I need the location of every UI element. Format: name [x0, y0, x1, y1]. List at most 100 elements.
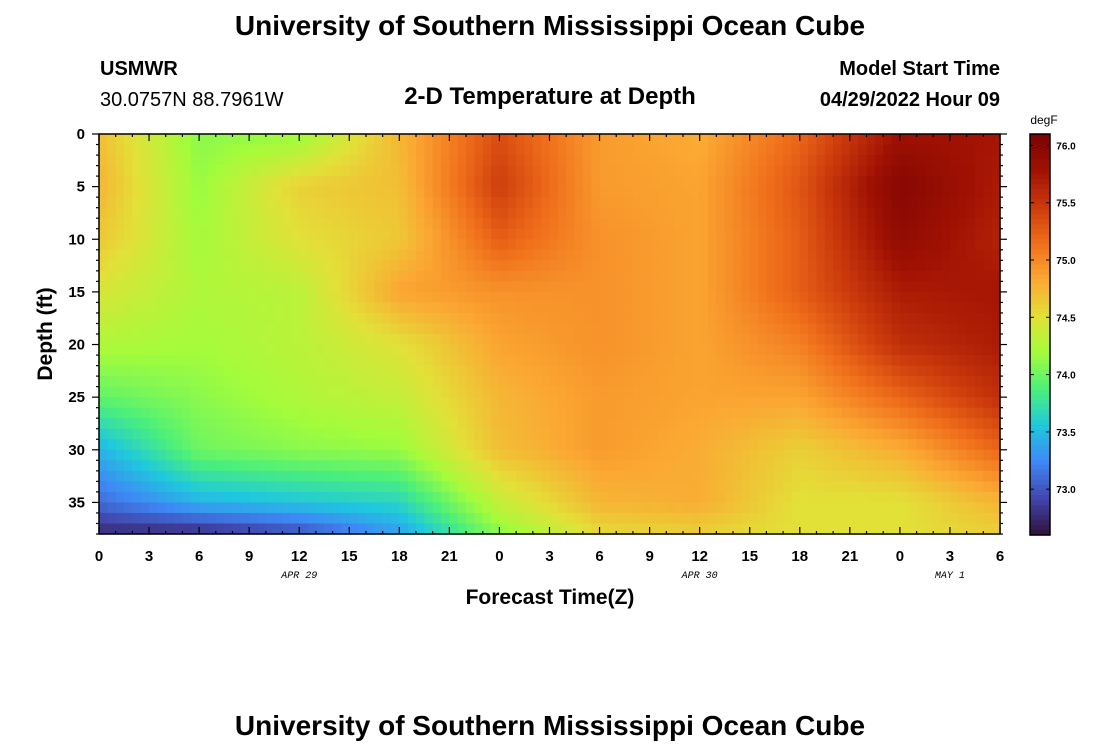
- heatmap-cell: [190, 418, 200, 430]
- heatmap-cell: [733, 428, 742, 440]
- colorbar-tick-label: 73.0: [1056, 485, 1076, 496]
- heatmap-cell: [107, 144, 117, 156]
- heatmap-cell: [649, 428, 659, 440]
- heatmap-cell: [858, 270, 868, 282]
- heatmap-cell: [541, 165, 551, 177]
- heatmap-cell: [132, 365, 142, 377]
- heatmap-cell: [891, 312, 901, 325]
- heatmap-cell: [124, 344, 133, 356]
- heatmap-cell: [716, 439, 726, 451]
- heatmap-cell: [315, 428, 325, 440]
- heatmap-cell: [140, 491, 150, 504]
- heatmap-cell: [382, 355, 392, 367]
- heatmap-cell: [532, 344, 542, 356]
- heatmap-cell: [557, 228, 567, 240]
- heatmap-cell: [874, 418, 884, 430]
- heatmap-cell: [791, 218, 801, 230]
- heatmap-cell: [616, 386, 626, 398]
- heatmap-cell: [574, 397, 584, 409]
- heatmap-cell: [749, 491, 759, 504]
- heatmap-cell: [708, 502, 717, 514]
- heatmap-cell: [874, 228, 884, 240]
- heatmap-cell: [799, 260, 809, 272]
- heatmap-cell: [891, 218, 901, 230]
- heatmap-cell: [607, 418, 617, 430]
- heatmap-cell: [407, 523, 417, 535]
- heatmap-cell: [332, 165, 342, 177]
- heatmap-cell: [724, 491, 734, 504]
- heatmap-cell: [833, 407, 843, 419]
- heatmap-cell: [866, 186, 876, 198]
- heatmap-cell: [983, 439, 993, 451]
- heatmap-cell: [382, 397, 392, 409]
- heatmap-cell: [916, 134, 926, 146]
- heatmap-cell: [215, 186, 225, 198]
- heatmap-cell: [124, 439, 133, 451]
- x-tick-label: 9: [245, 548, 253, 565]
- heatmap-cell: [874, 397, 884, 409]
- heatmap-cell: [691, 365, 701, 377]
- heatmap-cell: [574, 502, 584, 514]
- heatmap-cell: [949, 165, 959, 177]
- heatmap-cell: [741, 365, 751, 377]
- heatmap-cell: [908, 418, 918, 430]
- heatmap-cell: [708, 365, 717, 377]
- heatmap-cell: [874, 281, 884, 293]
- heatmap-cell: [741, 334, 751, 346]
- heatmap-cell: [682, 365, 692, 377]
- heatmap-cell: [816, 312, 826, 325]
- figure-title: University of Southern Mississippi Ocean…: [235, 10, 865, 41]
- heatmap-cell: [140, 439, 150, 451]
- heatmap-cell: [416, 207, 425, 219]
- heatmap-cell: [532, 449, 542, 461]
- heatmap-cell: [908, 334, 918, 346]
- heatmap-cell: [716, 470, 726, 482]
- heatmap-cell: [174, 228, 184, 240]
- heatmap-cell: [791, 355, 801, 367]
- heatmap-cell: [257, 481, 267, 493]
- heatmap-cell: [674, 355, 684, 367]
- heatmap-cell: [190, 407, 200, 419]
- heatmap-cell: [866, 418, 876, 430]
- heatmap-cell: [340, 197, 350, 209]
- heatmap-cell: [949, 323, 959, 335]
- heatmap-cell: [657, 344, 667, 356]
- heatmap-cell: [566, 239, 576, 251]
- heatmap-cell: [257, 176, 267, 188]
- heatmap-cell: [949, 460, 959, 472]
- heatmap-cell: [207, 481, 217, 493]
- heatmap-cell: [491, 302, 501, 314]
- heatmap-cell: [566, 407, 576, 419]
- heatmap-cell: [908, 439, 918, 451]
- heatmap-cell: [232, 428, 242, 440]
- heatmap-cell: [349, 512, 359, 525]
- heatmap-cell: [265, 312, 275, 325]
- heatmap-cell: [824, 365, 834, 377]
- heatmap-cell: [783, 228, 793, 240]
- heatmap-cell: [532, 428, 542, 440]
- heatmap-cell: [299, 270, 309, 282]
- heatmap-cell: [257, 418, 267, 430]
- colorbar-step: [1030, 384, 1050, 391]
- heatmap-cell: [824, 344, 834, 356]
- heatmap-cell: [708, 186, 717, 198]
- heatmap-cell: [524, 144, 534, 156]
- heatmap-cell: [708, 270, 717, 282]
- heatmap-cell: [716, 481, 726, 493]
- heatmap-cell: [874, 249, 884, 261]
- heatmap-cell: [499, 323, 509, 335]
- heatmap-cell: [674, 249, 684, 261]
- heatmap-cell: [324, 302, 334, 314]
- heatmap-cell: [449, 291, 459, 304]
- heatmap-cell: [441, 428, 450, 440]
- heatmap-cell: [382, 491, 392, 504]
- heatmap-cell: [282, 291, 292, 304]
- heatmap-cell: [299, 281, 309, 293]
- heatmap-cell: [99, 428, 108, 440]
- heatmap-cell: [224, 281, 234, 293]
- heatmap-cell: [691, 270, 701, 282]
- heatmap-cell: [733, 523, 742, 535]
- heatmap-cell: [858, 249, 868, 261]
- heatmap-cell: [507, 365, 517, 377]
- heatmap-cell: [899, 249, 909, 261]
